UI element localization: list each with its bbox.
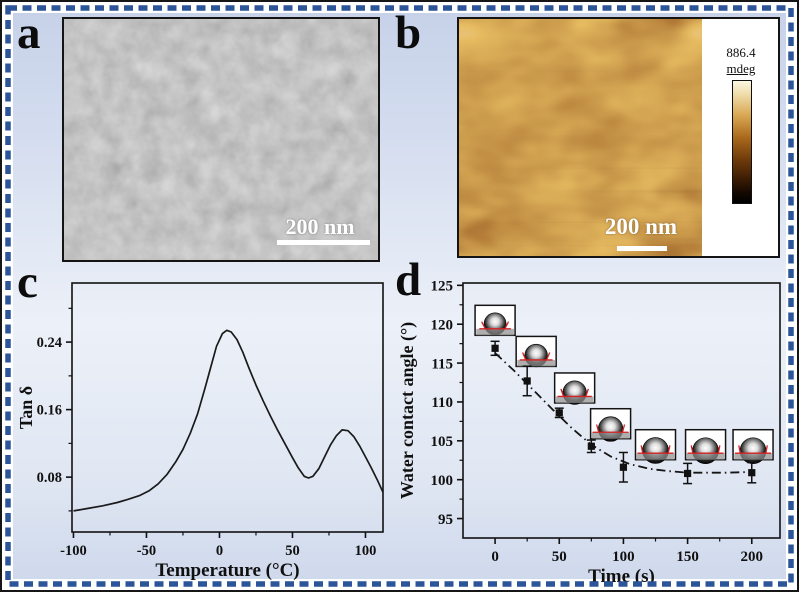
droplet-insets (474, 304, 774, 465)
svg-text:0.08: 0.08 (37, 470, 62, 486)
colorbar-gradient (732, 80, 752, 204)
axes: -100 -50 0 50 100 0.08 0.16 0.24 Temperature (°C… (16, 282, 384, 581)
scatter-marker (748, 469, 756, 477)
svg-text:0: 0 (491, 549, 499, 565)
panel-a-label: a (17, 7, 41, 59)
scatter-marker (683, 469, 692, 478)
svg-text:150: 150 (676, 549, 699, 565)
svg-text:-100: -100 (60, 543, 87, 559)
x-axis-title: Time (s) (588, 566, 655, 587)
afm-scale-bar (617, 246, 667, 251)
afm-scale-bar-label: 200 nm (604, 214, 678, 239)
svg-text:125: 125 (431, 279, 454, 295)
svg-text:105: 105 (431, 434, 454, 450)
droplet-inset (553, 372, 596, 405)
y-axis-title: Water contact angle (°) (397, 322, 418, 499)
svg-text:110: 110 (431, 395, 453, 411)
svg-text:0: 0 (216, 543, 223, 559)
colorbar-max-label: 886.4 mdeg (711, 45, 771, 78)
scatter-marker (555, 409, 563, 417)
scatter-marker (587, 442, 595, 450)
droplet-inset (684, 428, 727, 465)
svg-text:50: 50 (552, 549, 567, 565)
contact-angle-chart: 0 50 100 150 200 95 100 105 110 115 120 125 Time (s)… (397, 279, 781, 587)
svg-text:50: 50 (285, 543, 300, 559)
sem-image-panel: 200 nm (62, 17, 380, 262)
scatter-marker (523, 377, 531, 385)
panel-b-label: b (395, 7, 422, 59)
droplet-inset (634, 428, 677, 464)
scatter-marker (491, 344, 499, 352)
tan-delta-chart: -100 -50 0 50 100 0.08 0.16 0.24 Temperature (°C… (16, 282, 384, 581)
svg-text:115: 115 (431, 356, 453, 372)
droplet-inset (589, 407, 632, 442)
svg-text:100: 100 (431, 473, 454, 489)
sem-scale-bar (277, 240, 370, 245)
svg-text:200: 200 (741, 549, 764, 565)
afm-image-panel: 200 nm 886.4 mdeg (457, 17, 780, 258)
y-axis-title: Tan δ (16, 386, 36, 429)
svg-text:100: 100 (355, 543, 377, 559)
droplet-inset (515, 335, 557, 368)
svg-text:0.24: 0.24 (37, 335, 62, 351)
colorbar-unit: mdeg (726, 61, 756, 77)
svg-text:100: 100 (612, 549, 635, 565)
svg-text:120: 120 (431, 317, 454, 333)
colorbar-max-value: 886.4 (726, 45, 756, 60)
sem-scale-bar-label: 200 nm (285, 214, 355, 239)
droplet-inset (732, 428, 774, 465)
svg-text:95: 95 (438, 512, 453, 528)
x-axis-title: Temperature (°C) (155, 560, 299, 581)
svg-text:-50: -50 (137, 543, 156, 559)
tan-delta-curve (73, 329, 384, 512)
svg-text:0.16: 0.16 (37, 403, 62, 419)
scatter-marker (619, 463, 628, 471)
droplet-inset (474, 304, 516, 337)
